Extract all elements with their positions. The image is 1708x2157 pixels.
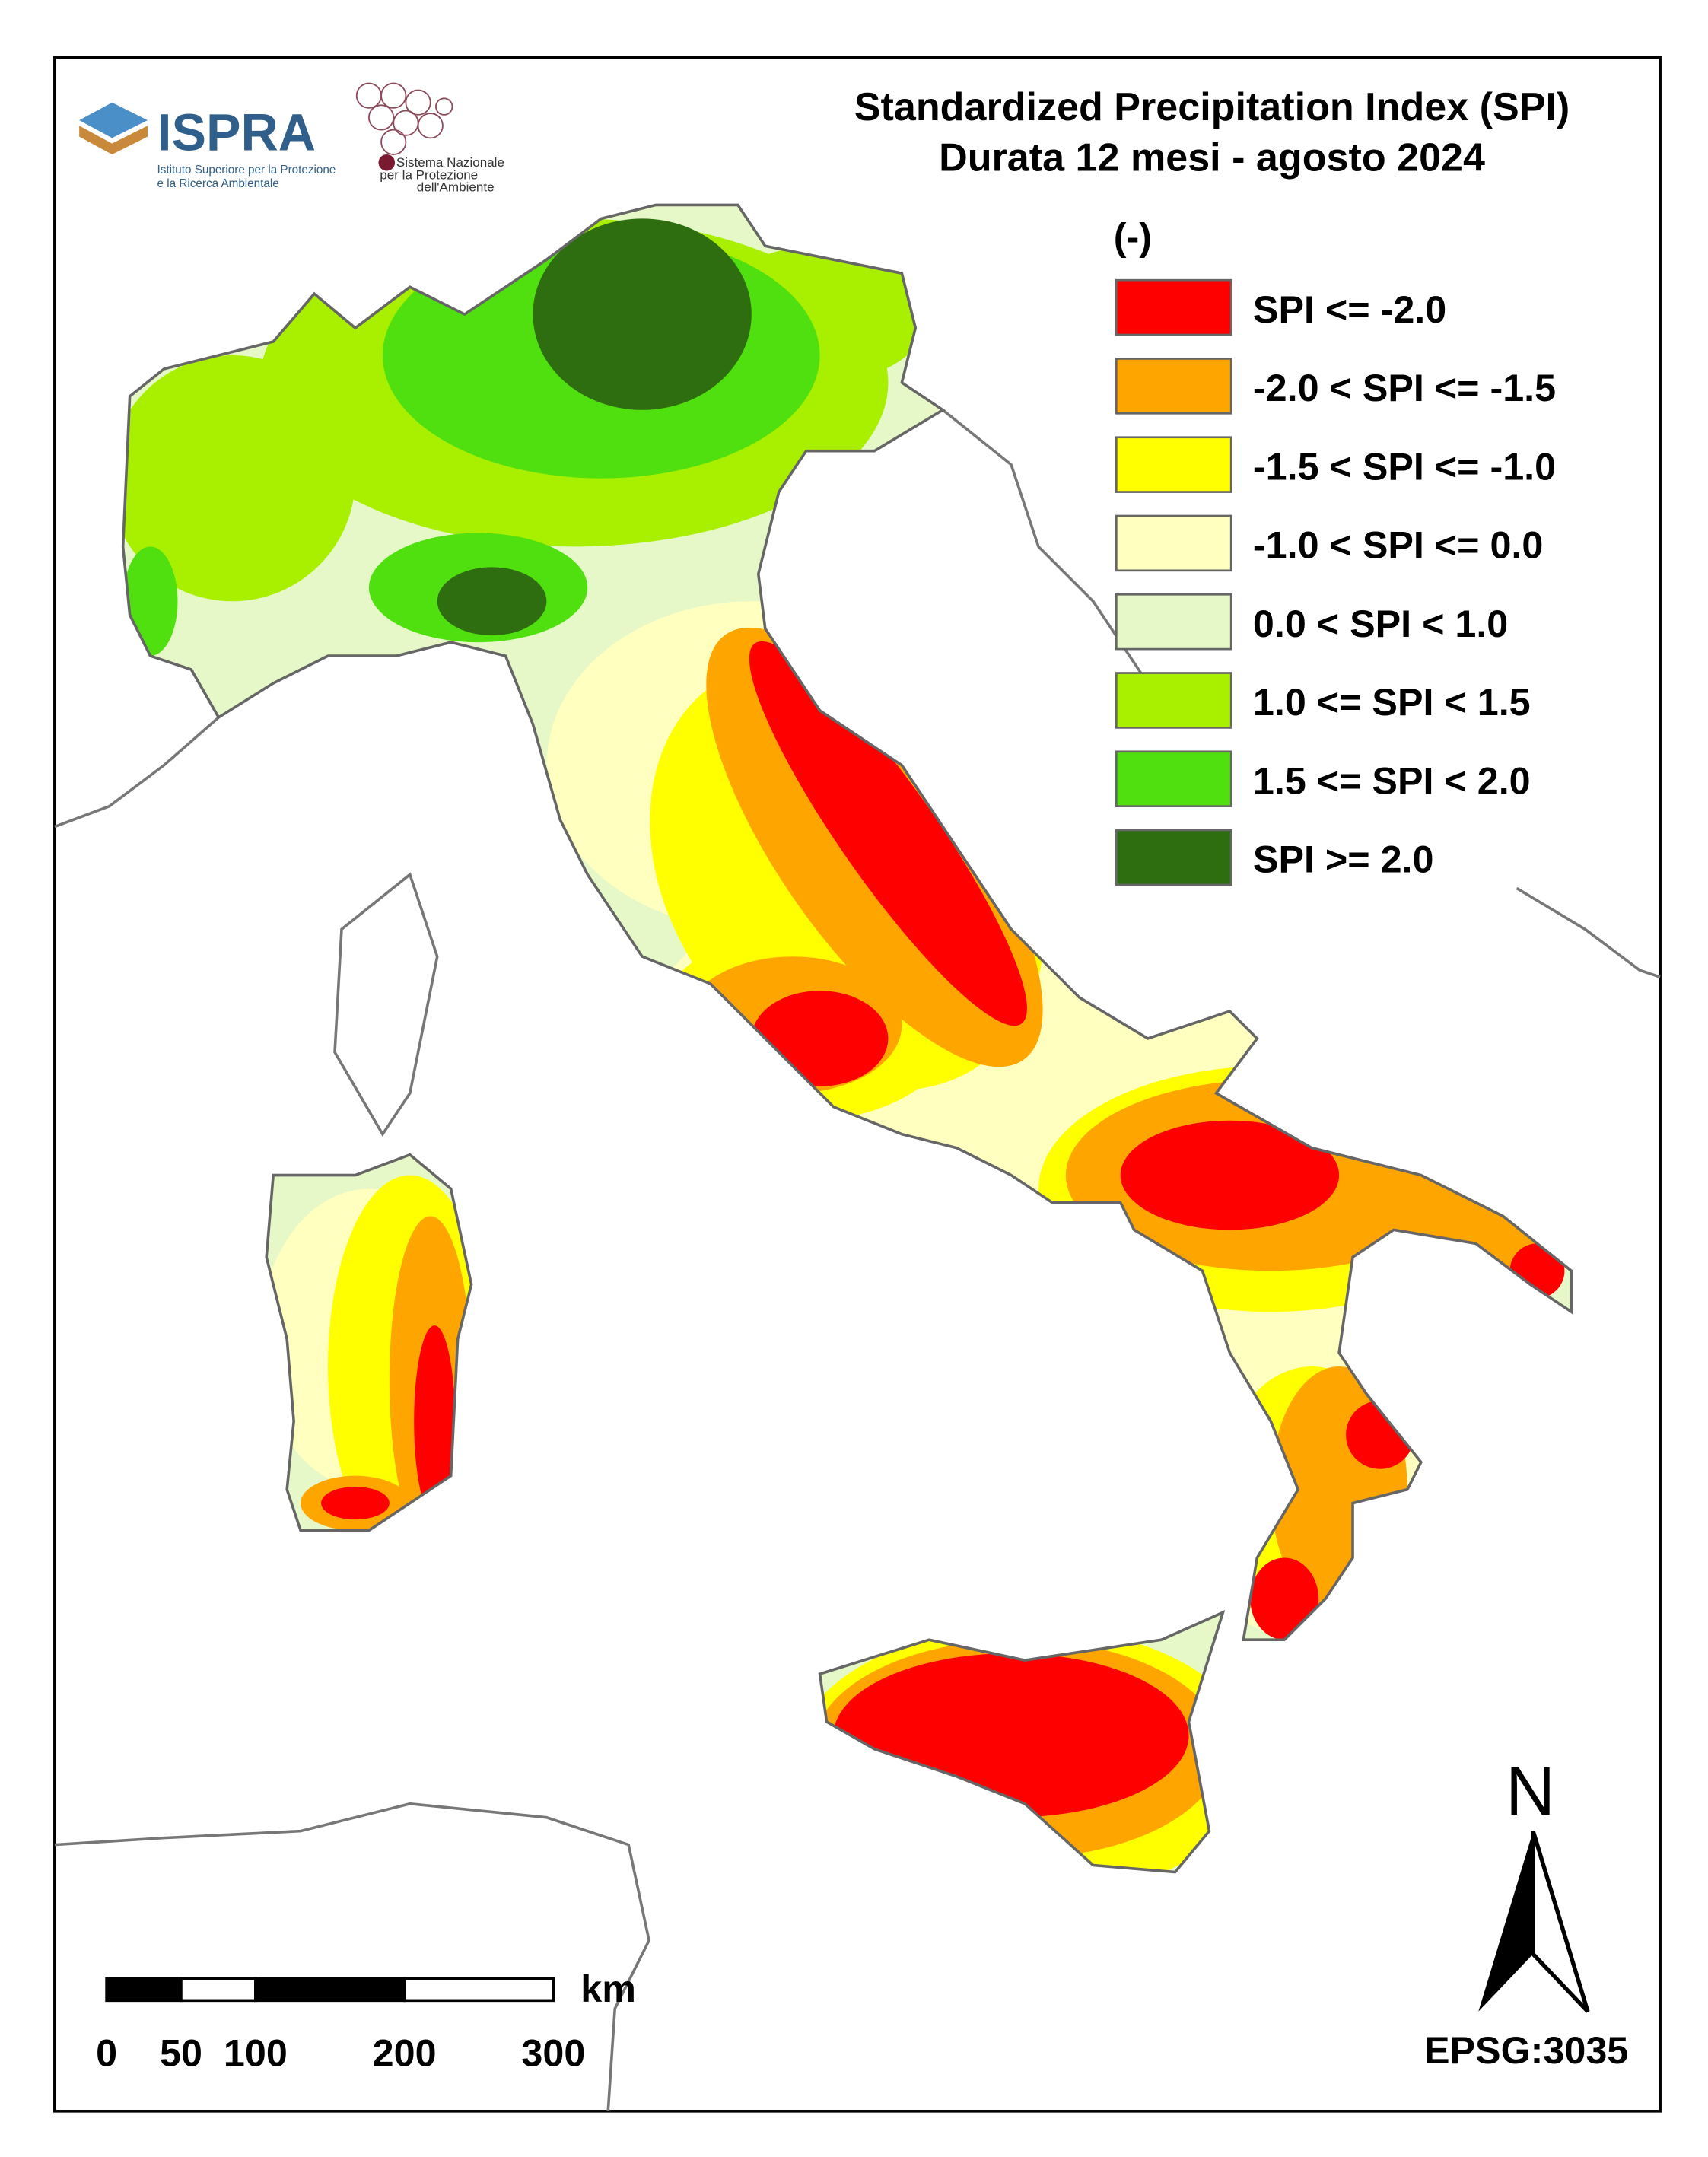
legend-swatch (1115, 750, 1232, 807)
legend-unit: (-) (1114, 215, 1152, 259)
projection: EPSG:3035 (1424, 2028, 1628, 2072)
scale-unit: km (580, 1967, 636, 2010)
north-arrow (1478, 1830, 1590, 2013)
title: Standardized Precipitation Index (SPI) (854, 85, 1570, 129)
scale-label: 50 (160, 2031, 202, 2075)
scale-label: 100 (224, 2031, 288, 2075)
ispra-logo: ISPRA Istituto Superiore per la Protezio… (79, 102, 336, 190)
scale-segment (180, 1977, 257, 2003)
north-label: N (1506, 1754, 1555, 1830)
logo-subtext: per la Protezione (380, 167, 478, 182)
logo-subtext: dell'Ambiente (417, 180, 495, 194)
scale-label: 200 (373, 2031, 437, 2075)
legend-label: -2.0 < SPI <= -1.5 (1253, 366, 1556, 409)
coastline (121, 203, 1573, 1874)
scale-segment (105, 1977, 183, 2003)
legend-label: -1.5 < SPI <= -1.0 (1253, 444, 1556, 488)
legend-swatch (1115, 436, 1232, 493)
subtitle: Durata 12 mesi - agosto 2024 (939, 136, 1485, 180)
scale-segment (254, 1977, 406, 2003)
legend-swatch (1115, 829, 1232, 886)
scale-bar: 0 50 100 200 300 km (96, 1967, 636, 2074)
legend-label: 0.0 < SPI < 1.0 (1253, 602, 1508, 645)
legend: SPI <= -2.0 -2.0 < SPI <= -1.5 -1.5 < SPI … (1115, 278, 1556, 886)
neighbour-coasts (54, 409, 1661, 2111)
scale-segment (402, 1977, 555, 2003)
scale-label: 0 (96, 2031, 117, 2075)
legend-label: SPI >= 2.0 (1253, 838, 1434, 881)
legend-label: SPI <= -2.0 (1253, 288, 1446, 331)
legend-swatch (1115, 278, 1232, 336)
logo-text: ISPRA (157, 104, 316, 162)
legend-swatch (1115, 672, 1232, 729)
logo-subtext: Istituto Superiore per la Protezione (157, 164, 336, 177)
legend-swatch (1115, 358, 1232, 415)
scale-label: 300 (521, 2031, 585, 2075)
legend-swatch (1115, 593, 1232, 651)
legend-label: 1.0 <= SPI < 1.5 (1253, 680, 1531, 724)
logo-subtext: Sistema Nazionale (396, 155, 504, 170)
snpa-logo: Sistema Nazionale per la Protezione dell… (355, 82, 504, 194)
logo-subtext: e la Ricerca Ambientale (157, 177, 279, 190)
legend-label: 1.5 <= SPI < 2.0 (1253, 759, 1531, 802)
legend-label: -1.0 < SPI <= 0.0 (1253, 523, 1543, 567)
legend-swatch (1115, 514, 1232, 572)
